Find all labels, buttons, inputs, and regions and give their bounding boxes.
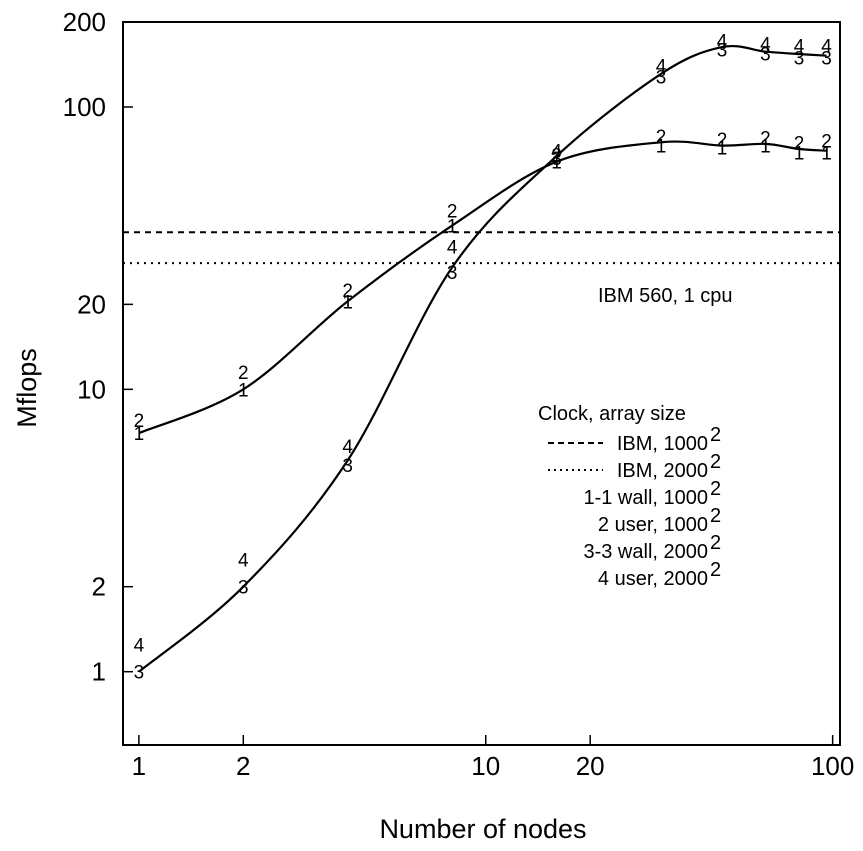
- legend-entry-label: 4 user, 2000: [598, 568, 708, 590]
- marker-series-1: 1: [760, 137, 771, 158]
- marker-series-2: 2: [794, 133, 805, 154]
- marker-series-2: 2: [447, 201, 458, 222]
- marker-series-4: 4: [551, 142, 562, 163]
- marker-series-2: 2: [760, 128, 771, 149]
- marker-series-3: 3: [447, 263, 458, 284]
- marker-series-2: 2: [238, 363, 249, 384]
- marker-series-1: 1: [551, 153, 562, 174]
- marker-series-1: 1: [238, 380, 249, 401]
- x-tick-label: 100: [811, 751, 854, 781]
- fitted-curve: [138, 44, 827, 673]
- marker-series-1: 1: [134, 424, 145, 445]
- x-tick-label: 10: [471, 751, 500, 781]
- x-tick-label: 2: [236, 751, 250, 781]
- y-tick-label: 2: [92, 572, 106, 602]
- fitted-curve: [138, 140, 827, 435]
- marker-series-1: 1: [794, 143, 805, 164]
- marker-series-3: 3: [656, 68, 667, 89]
- y-tick-label: 1: [92, 657, 106, 687]
- x-tick-label: 20: [576, 751, 605, 781]
- legend-entry-label: 1-1 wall, 1000: [583, 487, 708, 509]
- marker-series-2: 2: [342, 281, 353, 302]
- marker-series-2: 2: [821, 132, 832, 153]
- marker-series-4: 4: [447, 238, 458, 259]
- marker-series-2: 2: [551, 145, 562, 166]
- marker-series-4: 4: [656, 57, 667, 78]
- legend-entry-superscript: 2: [710, 559, 721, 581]
- legend-title: Clock, array size: [538, 403, 686, 425]
- marker-series-1: 1: [342, 292, 353, 313]
- legend-entry-label: IBM, 1000: [617, 433, 708, 455]
- marker-series-1: 1: [656, 137, 667, 158]
- y-tick-label: 20: [77, 289, 106, 319]
- plot-frame: [122, 21, 841, 746]
- y-axis-title: Mflops: [12, 348, 42, 428]
- legend-entry-superscript: 2: [710, 451, 721, 473]
- marker-series-3: 3: [342, 456, 353, 477]
- marker-series-4: 4: [342, 437, 353, 458]
- marker-series-4: 4: [821, 37, 832, 58]
- marker-series-3: 3: [821, 48, 832, 69]
- marker-series-4: 4: [760, 34, 771, 55]
- marker-series-2: 2: [656, 127, 667, 148]
- legend-entry-label: 2 user, 1000: [598, 514, 708, 536]
- legend-entry-superscript: 2: [710, 478, 721, 500]
- legend-entry-superscript: 2: [710, 505, 721, 527]
- annotation-ibm-560: IBM 560, 1 cpu: [598, 285, 733, 307]
- reference-lines: [123, 231, 840, 265]
- marker-series-3: 3: [760, 44, 771, 65]
- marker-series-4: 4: [238, 550, 249, 571]
- marker-series-4: 4: [794, 37, 805, 58]
- marker-series-4: 4: [134, 635, 145, 656]
- legend-entry-superscript: 2: [710, 424, 721, 446]
- legend-entry-superscript: 2: [710, 532, 721, 554]
- marker-series-2: 2: [134, 411, 145, 432]
- legend-entry-label: IBM, 2000: [617, 460, 708, 482]
- legend-entry-label: 3-3 wall, 2000: [583, 541, 708, 563]
- marker-series-4: 4: [717, 31, 728, 52]
- marker-series-1: 1: [717, 138, 728, 159]
- marker-series-3: 3: [551, 149, 562, 170]
- y-tick-label: 100: [63, 92, 106, 122]
- marker-series-3: 3: [134, 663, 145, 684]
- x-axis-title: Number of nodes: [379, 814, 586, 844]
- x-tick-label: 1: [132, 751, 146, 781]
- fitted-curves: [138, 44, 827, 673]
- marker-series-1: 1: [821, 143, 832, 164]
- marker-series-1: 1: [447, 217, 458, 238]
- y-tick-label: 200: [63, 7, 106, 37]
- marker-series-3: 3: [238, 578, 249, 599]
- y-tick-label: 10: [77, 374, 106, 404]
- marker-series-3: 3: [794, 48, 805, 69]
- marker-series-3: 3: [717, 40, 728, 61]
- marker-series-2: 2: [717, 130, 728, 151]
